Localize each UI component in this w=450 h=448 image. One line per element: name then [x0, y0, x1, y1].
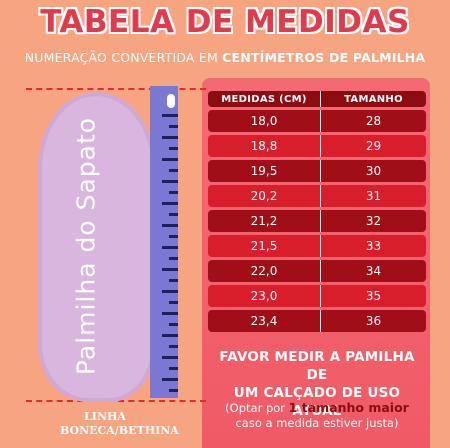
measure-cell: 21,2	[208, 210, 320, 232]
size-cell: 32	[320, 210, 426, 232]
size-hint: (Optar por 1 tamanho maior caso a medida…	[208, 400, 426, 431]
ruler-tick	[169, 147, 178, 150]
insole-label: Palmilha do Sapato	[71, 116, 101, 376]
ruler-tick	[169, 257, 178, 260]
ruler-illustration	[150, 86, 178, 398]
table-row: 19,5 30	[208, 160, 426, 182]
size-cell: 31	[320, 185, 426, 207]
measure-cell: 18,8	[208, 135, 320, 157]
measure-cell: 20,2	[208, 185, 320, 207]
hint-pre: (Optar por	[225, 401, 289, 415]
ruler-tick	[162, 290, 178, 293]
header-measure: MEDIDAS (CM)	[208, 91, 320, 107]
ruler-tick	[162, 246, 178, 249]
size-cell: 28	[320, 110, 426, 132]
ruler-zero-mark	[167, 94, 175, 108]
ruler-tick	[169, 235, 178, 238]
hint-bold: 1 tamanho maior	[288, 400, 409, 415]
table-body: 18,0 28 18,8 29 19,5 30 20,2 31 21,2 32 21,5 33 22,0…	[208, 110, 426, 332]
ruler-tick	[162, 378, 178, 381]
ruler-tick	[169, 169, 178, 172]
ruler-tick	[162, 158, 178, 161]
measure-note: FAVOR MEDIR A PAMILHA DE UM CALÇADO DE U…	[208, 348, 426, 420]
ruler-tick	[169, 191, 178, 194]
measure-cell: 23,4	[208, 310, 320, 332]
table-row: 18,8 29	[208, 135, 426, 157]
ruler-tick	[169, 345, 178, 348]
ruler-tick	[169, 301, 178, 304]
ruler-tick	[162, 356, 178, 359]
table-row: 21,2 32	[208, 210, 426, 232]
ruler-tick	[162, 136, 178, 139]
page-subtitle: NUMERAÇÃO CONVERTIDA EM CENTÍMETROS DE P…	[0, 50, 450, 65]
size-table: MEDIDAS (CM) TAMANHO 18,0 28 18,8 29 19,5 30 2…	[208, 88, 426, 335]
note-line-2: UM CALÇADO DE USO ATUAL	[233, 385, 401, 419]
ruler-tick	[162, 268, 178, 271]
ruler-tick	[162, 312, 178, 315]
ruler-tick	[169, 323, 178, 326]
size-cell: 29	[320, 135, 426, 157]
ruler-tick	[162, 224, 178, 227]
ruler-tick	[169, 279, 178, 282]
ruler-tick	[169, 367, 178, 370]
subtitle-bold: CENTÍMETROS DE PALMILHA	[222, 50, 426, 65]
table-row: 22,0 34	[208, 260, 426, 282]
line-label-1: LINHA	[84, 410, 126, 423]
subtitle-prefix: NUMERAÇÃO CONVERTIDA EM	[24, 50, 223, 65]
ruler-tick	[162, 202, 178, 205]
table-row: 23,0 35	[208, 285, 426, 307]
ruler-tick	[162, 114, 178, 117]
size-cell: 34	[320, 260, 426, 282]
ruler-tick	[162, 334, 178, 337]
top-guide-line	[26, 88, 206, 90]
size-cell: 30	[320, 160, 426, 182]
size-cell: 35	[320, 285, 426, 307]
size-cell: 33	[320, 235, 426, 257]
page-title: TABELA DE MEDIDAS	[40, 4, 410, 40]
line-label-2: BONECA/BETHINA	[60, 424, 179, 437]
table-row: 20,2 31	[208, 185, 426, 207]
measure-cell: 18,0	[208, 110, 320, 132]
table-row: 23,4 36	[208, 310, 426, 332]
measure-cell: 21,5	[208, 235, 320, 257]
hint-post: caso a medida estiver justa)	[235, 416, 399, 430]
ruler-tick	[169, 389, 178, 392]
ruler-tick	[169, 213, 178, 216]
measure-cell: 23,0	[208, 285, 320, 307]
ruler-tick	[162, 180, 178, 183]
size-cell: 36	[320, 310, 426, 332]
line-label: LINHA BONECA/BETHINA	[60, 410, 179, 438]
measure-cell: 19,5	[208, 160, 320, 182]
measure-cell: 22,0	[208, 260, 320, 282]
insole-illustration	[38, 92, 156, 402]
table-row: 18,0 28	[208, 110, 426, 132]
table-row: 21,5 33	[208, 235, 426, 257]
header-size: TAMANHO	[320, 91, 426, 107]
table-header-row: MEDIDAS (CM) TAMANHO	[208, 91, 426, 107]
ruler-tick	[169, 125, 178, 128]
note-line-1: FAVOR MEDIR A PAMILHA DE	[219, 349, 415, 383]
